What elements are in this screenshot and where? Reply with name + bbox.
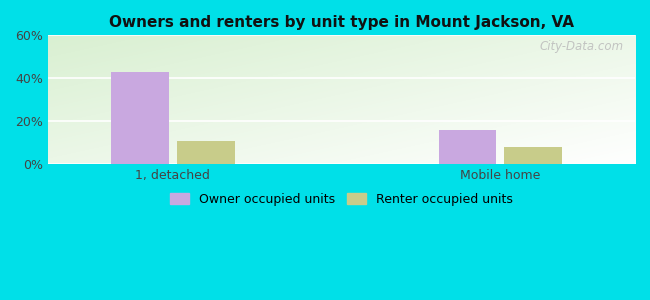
Bar [177,141,235,164]
Bar [111,72,169,164]
Legend: Owner occupied units, Renter occupied units: Owner occupied units, Renter occupied un… [164,187,519,212]
Bar [504,147,562,164]
Text: City-Data.com: City-Data.com [539,40,623,53]
Title: Owners and renters by unit type in Mount Jackson, VA: Owners and renters by unit type in Mount… [109,15,574,30]
Bar [439,130,497,164]
